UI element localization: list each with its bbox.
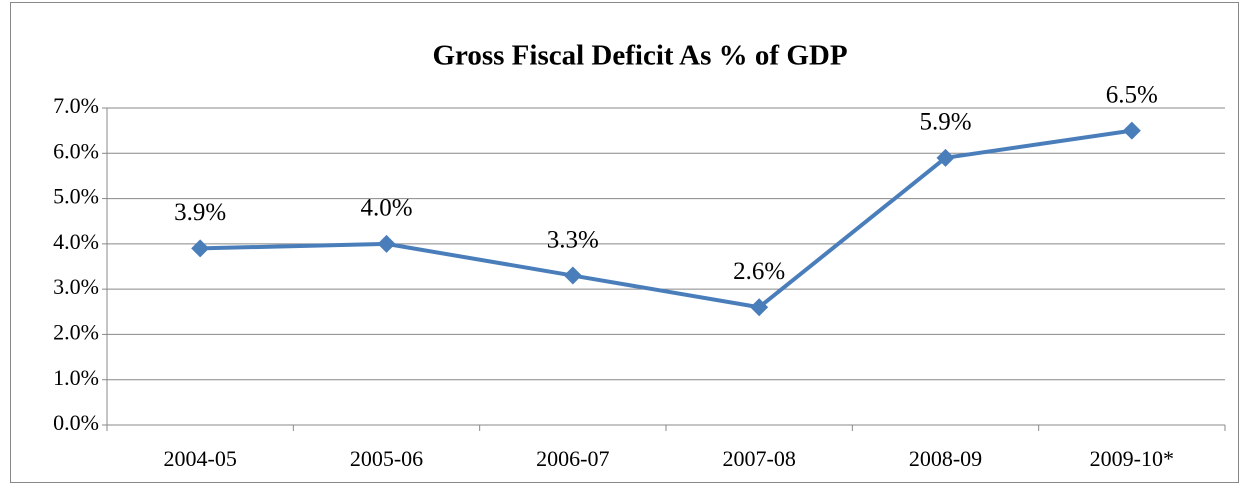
marker xyxy=(377,234,396,253)
x-tick-label: 2004-05 xyxy=(164,446,237,471)
y-tick-label: 7.0% xyxy=(53,93,99,118)
x-tick-label: 2008-09 xyxy=(909,446,982,471)
chart-title: Gross Fiscal Deficit As % of GDP xyxy=(432,40,847,72)
marker xyxy=(1122,121,1141,140)
data-label: 4.0% xyxy=(360,195,412,222)
x-tick-label: 2009-10* xyxy=(1090,446,1174,471)
y-tick-label: 2.0% xyxy=(53,319,99,344)
y-tick-label: 3.0% xyxy=(53,274,99,299)
marker xyxy=(936,148,955,167)
y-tick-label: 4.0% xyxy=(53,229,99,254)
y-tick-label: 6.0% xyxy=(53,138,99,163)
series-line xyxy=(200,128,1133,310)
x-tick-label: 2006-07 xyxy=(536,446,609,471)
x-tick-label: 2005-06 xyxy=(350,446,423,471)
data-label: 5.9% xyxy=(919,109,971,136)
y-tick-label: 0.0% xyxy=(53,410,99,435)
y-tick-label: 5.0% xyxy=(53,184,99,209)
marker xyxy=(563,266,582,285)
data-label: 3.3% xyxy=(547,226,599,253)
x-tick-label: 2007-08 xyxy=(723,446,796,471)
y-tick-label: 1.0% xyxy=(53,365,99,390)
chart-border xyxy=(10,2,1239,483)
marker xyxy=(750,298,769,317)
marker xyxy=(191,239,210,258)
data-label: 2.6% xyxy=(733,258,785,285)
data-label: 3.9% xyxy=(174,199,226,226)
data-label: 6.5% xyxy=(1106,81,1158,108)
